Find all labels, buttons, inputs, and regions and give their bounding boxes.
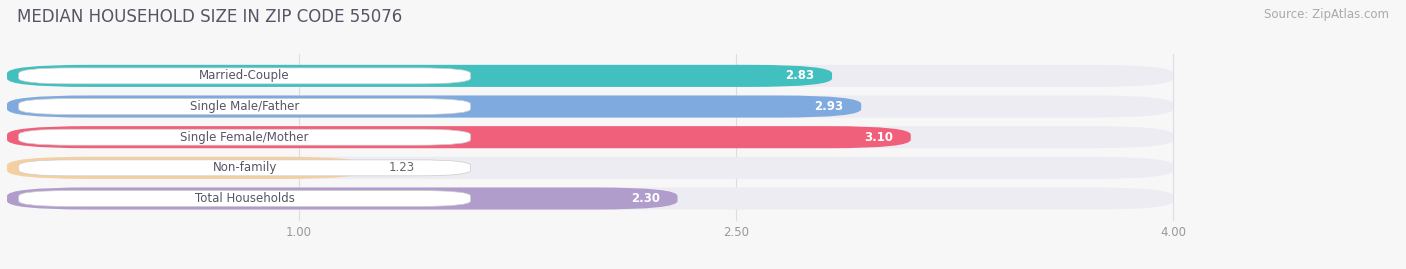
Text: Married-Couple: Married-Couple [200,69,290,82]
FancyBboxPatch shape [7,95,862,118]
FancyBboxPatch shape [7,157,1173,179]
FancyBboxPatch shape [18,129,471,145]
Text: Total Households: Total Households [194,192,295,205]
Text: MEDIAN HOUSEHOLD SIZE IN ZIP CODE 55076: MEDIAN HOUSEHOLD SIZE IN ZIP CODE 55076 [17,8,402,26]
FancyBboxPatch shape [7,126,911,148]
Text: 3.10: 3.10 [865,131,893,144]
Text: 2.30: 2.30 [631,192,659,205]
FancyBboxPatch shape [7,187,678,210]
Text: Source: ZipAtlas.com: Source: ZipAtlas.com [1264,8,1389,21]
FancyBboxPatch shape [7,187,1173,210]
Text: 2.93: 2.93 [814,100,844,113]
FancyBboxPatch shape [7,65,832,87]
FancyBboxPatch shape [18,190,471,207]
Text: 2.83: 2.83 [786,69,814,82]
Text: Single Female/Mother: Single Female/Mother [180,131,309,144]
FancyBboxPatch shape [7,126,1173,148]
Text: 1.23: 1.23 [389,161,415,174]
FancyBboxPatch shape [18,98,471,115]
Text: Single Male/Father: Single Male/Father [190,100,299,113]
FancyBboxPatch shape [7,65,1173,87]
FancyBboxPatch shape [7,95,1173,118]
FancyBboxPatch shape [18,160,471,176]
Text: Non-family: Non-family [212,161,277,174]
FancyBboxPatch shape [7,157,366,179]
FancyBboxPatch shape [18,68,471,84]
